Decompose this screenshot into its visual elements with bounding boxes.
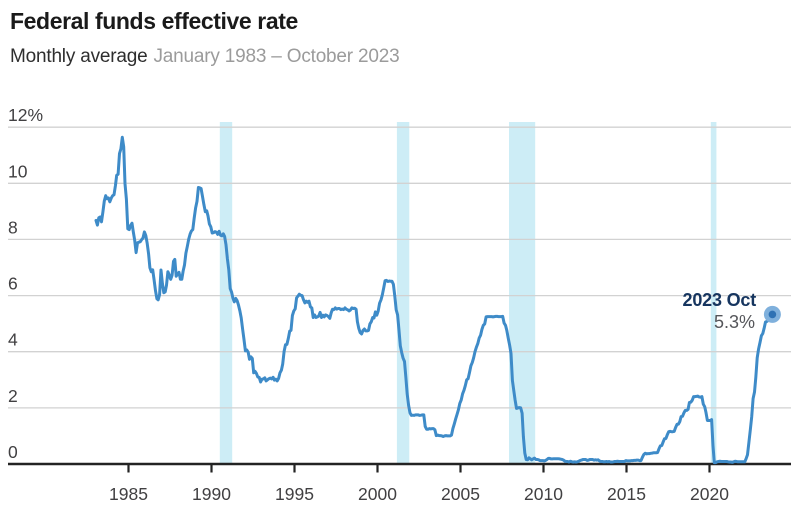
x-axis-label: 2000: [358, 484, 397, 504]
x-axis-label: 2020: [690, 484, 729, 504]
x-axis-label: 1990: [192, 484, 231, 504]
recession-band: [219, 122, 233, 464]
recession-band: [396, 122, 410, 464]
endpoint-annotation-value: 5.3%: [713, 312, 755, 332]
endpoint-dot: [768, 310, 777, 319]
y-axis-label: 2: [8, 386, 18, 406]
endpoint-annotation-label: 2023 Oct: [682, 290, 757, 310]
x-axis-label: 2015: [607, 484, 646, 504]
x-axis-label: 2005: [441, 484, 480, 504]
x-axis-label: 2010: [524, 484, 563, 504]
chart-subtitle: Monthly average: [10, 46, 148, 67]
y-axis-label: 4: [8, 330, 18, 350]
recession-band: [710, 122, 717, 464]
y-axis-label: 10: [8, 161, 28, 181]
chart-date-range: January 1983 – October 2023: [153, 46, 400, 67]
y-axis-label: 6: [8, 274, 18, 294]
y-axis-label: 0: [8, 442, 18, 462]
chart-subtitle-row: Monthly average January 1983 – October 20…: [10, 46, 400, 68]
x-axis-label: 1995: [275, 484, 314, 504]
y-axis-label: 12%: [8, 105, 43, 125]
rate-line-series: [94, 135, 774, 465]
chart-title: Federal funds effective rate: [10, 8, 298, 34]
x-axis-label: 1985: [109, 484, 148, 504]
y-axis-label: 8: [8, 217, 18, 237]
recession-band: [509, 122, 536, 464]
